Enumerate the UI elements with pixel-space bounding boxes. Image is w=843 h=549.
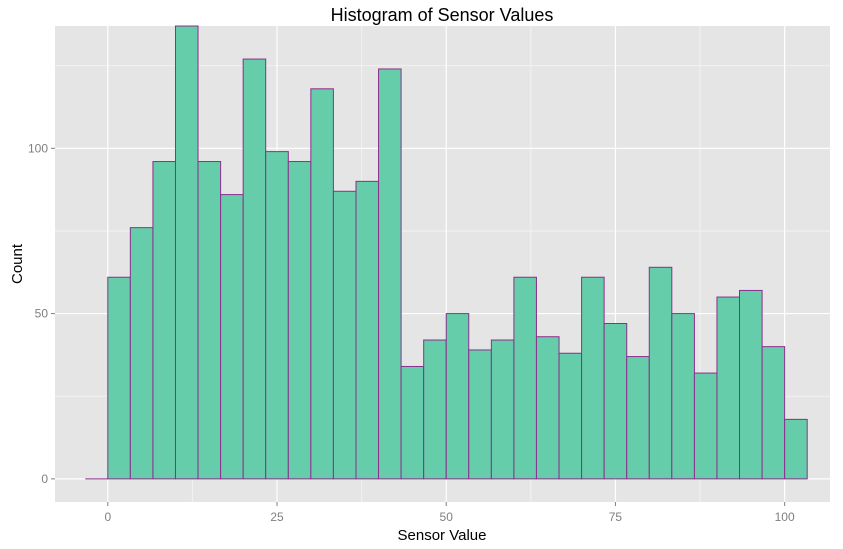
y-tick-label: 0 <box>41 472 48 486</box>
x-axis-ticks: 0 25 50 75 100 <box>104 502 795 524</box>
x-tick-label: 75 <box>609 510 623 524</box>
histogram-bar <box>468 349 492 480</box>
histogram-bar <box>739 289 763 480</box>
histogram-bar <box>693 372 718 480</box>
histogram-bar <box>626 356 650 480</box>
chart-title: Histogram of Sensor Values <box>331 5 554 25</box>
histogram-bar <box>535 336 560 480</box>
histogram-bars <box>85 25 808 480</box>
x-tick-label: 100 <box>775 510 795 524</box>
y-tick-label: 50 <box>35 307 49 321</box>
histogram-bar <box>603 323 628 480</box>
y-axis-title: Count <box>9 243 26 284</box>
histogram-bar <box>445 313 470 480</box>
histogram-bar <box>400 365 425 480</box>
histogram-bar <box>513 276 537 480</box>
histogram-bar <box>355 180 380 480</box>
histogram-bar <box>220 194 244 480</box>
histogram-bar <box>761 346 786 480</box>
histogram-bar <box>671 313 695 480</box>
histogram-bar <box>423 339 447 480</box>
histogram-bar <box>129 227 154 480</box>
x-tick-label: 50 <box>440 510 454 524</box>
histogram-bar <box>558 352 583 480</box>
histogram-bar <box>310 88 334 480</box>
histogram-bar <box>490 339 515 480</box>
x-tick-label: 0 <box>104 510 111 524</box>
histogram-bar <box>287 161 312 480</box>
histogram-bar <box>152 161 176 480</box>
histogram-bar <box>242 58 267 480</box>
histogram-bar <box>197 161 222 480</box>
histogram-bar <box>378 68 402 480</box>
y-axis-ticks: 0 50 100 <box>28 141 55 486</box>
histogram-bar <box>174 25 199 480</box>
histogram-bar <box>648 266 673 480</box>
y-tick-label: 100 <box>28 141 48 155</box>
x-tick-label: 25 <box>270 510 284 524</box>
histogram-bar <box>581 276 605 480</box>
histogram-bar <box>784 418 808 480</box>
x-axis-title: Sensor Value <box>398 527 487 544</box>
histogram-bar <box>107 276 131 480</box>
histogram-bar <box>332 190 357 480</box>
histogram-bar <box>265 151 289 480</box>
histogram-bar <box>716 296 741 480</box>
